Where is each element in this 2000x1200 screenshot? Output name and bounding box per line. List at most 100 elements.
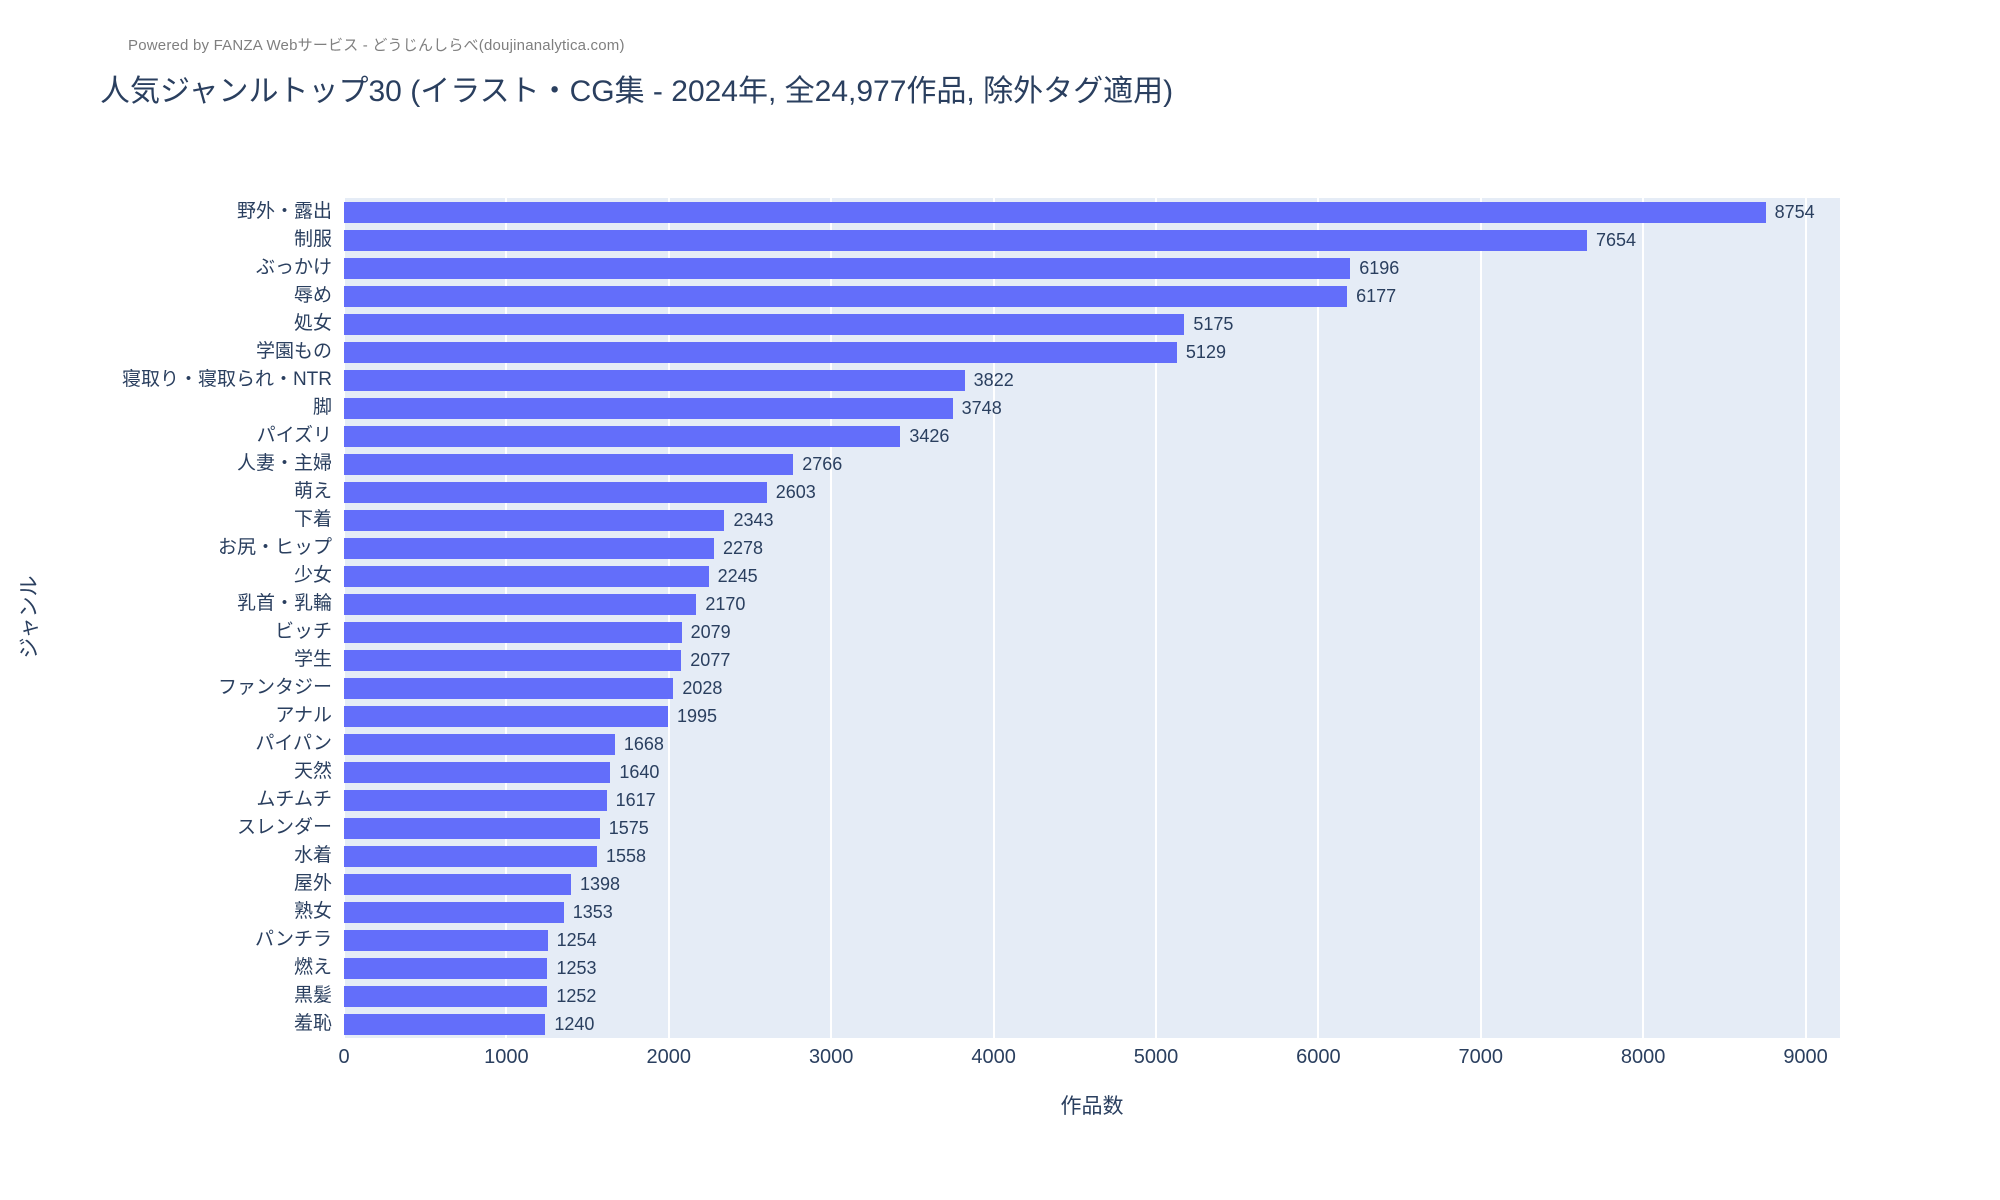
y-tick-label: パイズリ: [256, 425, 332, 446]
x-tick-label: 2000: [646, 1046, 692, 1068]
bar[interactable]: [344, 314, 1185, 335]
bar-row: 2170: [344, 590, 1840, 618]
bar-row: 1995: [344, 702, 1840, 730]
bar-row: 1668: [344, 730, 1840, 758]
bar[interactable]: [344, 958, 548, 979]
bar-value-label: 3822: [973, 370, 1014, 390]
bar[interactable]: [344, 342, 1177, 363]
bar-row: 1617: [344, 786, 1840, 814]
bar-value-label: 6177: [1356, 286, 1397, 306]
x-tick-label: 0: [338, 1046, 350, 1068]
bar[interactable]: [344, 846, 597, 867]
bar[interactable]: [344, 230, 1587, 251]
y-tick-label: 熟女: [293, 901, 332, 922]
y-tick-label: 辱め: [293, 285, 332, 306]
bar-row: 2603: [344, 478, 1840, 506]
bar-row: 3748: [344, 394, 1840, 422]
bar-value-label: 2077: [690, 650, 731, 670]
y-tick-label: 乳首・乳輪: [236, 593, 332, 614]
bar[interactable]: [344, 398, 953, 419]
x-tick-label: 7000: [1458, 1046, 1504, 1068]
bar[interactable]: [344, 538, 714, 559]
bar-row: 1252: [344, 982, 1840, 1010]
y-tick-label: 天然: [293, 761, 332, 782]
bar-row: 2077: [344, 646, 1840, 674]
x-tick-label: 3000: [808, 1046, 854, 1068]
bar-row: 5129: [344, 338, 1840, 366]
y-tick-label: お尻・ヒップ: [217, 537, 332, 558]
bar-value-label: 1240: [554, 1014, 595, 1034]
bar-value-label: 1558: [606, 846, 647, 866]
y-tick-label: 人妻・主婦: [236, 453, 332, 474]
y-tick-label: 屋外: [293, 873, 332, 894]
y-tick-label: 燃え: [293, 957, 332, 978]
y-tick-label: 萌え: [293, 481, 332, 502]
grid-line: [1642, 198, 1645, 1038]
bar[interactable]: [344, 650, 682, 671]
bar-value-label: 1640: [619, 762, 660, 782]
bar-row: 2245: [344, 562, 1840, 590]
bar-row: 1240: [344, 1010, 1840, 1038]
bar[interactable]: [344, 930, 548, 951]
bar-value-label: 8754: [1774, 202, 1815, 222]
y-tick-label: ムチムチ: [256, 789, 332, 810]
bar[interactable]: [344, 426, 901, 447]
y-tick-label: 野外・露出: [236, 201, 332, 222]
bar[interactable]: [344, 902, 564, 923]
grid-line: [1154, 198, 1157, 1038]
bar-value-label: 2028: [682, 678, 723, 698]
bar[interactable]: [344, 762, 611, 783]
y-tick-label: 学生: [293, 649, 332, 670]
y-tick-label: 学園もの: [255, 341, 332, 362]
bar-value-label: 1252: [556, 986, 597, 1006]
bar[interactable]: [344, 202, 1766, 223]
bar[interactable]: [344, 790, 607, 811]
bar-row: 3822: [344, 366, 1840, 394]
bar-value-label: 1575: [608, 818, 649, 838]
bar[interactable]: [344, 734, 615, 755]
bar-row: 3426: [344, 422, 1840, 450]
bar[interactable]: [344, 566, 709, 587]
bar-row: 1254: [344, 926, 1840, 954]
bar-value-label: 1353: [572, 902, 613, 922]
y-tick-label: 黒髪: [293, 985, 332, 1006]
bar-row: 6177: [344, 282, 1840, 310]
bar-row: 1353: [344, 898, 1840, 926]
bar[interactable]: [344, 594, 697, 615]
bar[interactable]: [344, 818, 600, 839]
bar-row: 1558: [344, 842, 1840, 870]
y-tick-label: ぶっかけ: [255, 257, 332, 278]
bar[interactable]: [344, 1014, 546, 1035]
y-tick-label: 寝取り・寝取られ・NTR: [121, 369, 332, 390]
bar[interactable]: [344, 622, 682, 643]
bar-row: 1398: [344, 870, 1840, 898]
bar[interactable]: [344, 370, 965, 391]
bar[interactable]: [344, 454, 794, 475]
y-tick-label: 少女: [293, 565, 332, 586]
bar[interactable]: [344, 258, 1351, 279]
x-tick-label: 5000: [1133, 1046, 1179, 1068]
bar-row: 2028: [344, 674, 1840, 702]
bar-row: 2079: [344, 618, 1840, 646]
bar-row: 6196: [344, 254, 1840, 282]
bar[interactable]: [344, 678, 674, 699]
x-tick-label: 6000: [1296, 1046, 1341, 1068]
grid-line: [1804, 198, 1807, 1038]
y-tick-label: 処女: [293, 313, 332, 334]
bar-value-label: 1254: [556, 930, 597, 950]
bar[interactable]: [344, 482, 767, 503]
bar[interactable]: [344, 874, 572, 895]
bar[interactable]: [344, 286, 1348, 307]
bar[interactable]: [344, 706, 668, 727]
bar[interactable]: [344, 510, 725, 531]
bar[interactable]: [344, 986, 548, 1007]
grid-line: [830, 198, 833, 1038]
bar-value-label: 1617: [615, 790, 656, 810]
bar-row: 1575: [344, 814, 1840, 842]
y-tick-label: スレンダー: [236, 817, 332, 838]
y-tick-label: 下着: [293, 509, 332, 530]
bar-row: 2278: [344, 534, 1840, 562]
bar-value-label: 5175: [1193, 314, 1234, 334]
bar-value-label: 3748: [961, 398, 1002, 418]
